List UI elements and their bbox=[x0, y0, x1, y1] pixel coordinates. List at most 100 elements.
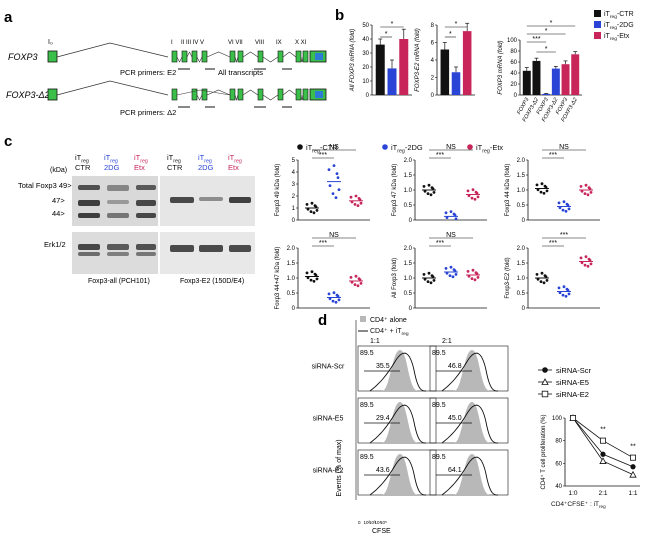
data-point bbox=[589, 191, 593, 194]
x-tick-label: 0 bbox=[358, 520, 361, 525]
blot-band bbox=[107, 252, 129, 256]
y-axis-label: Foxp3 49 kDa (fold) bbox=[275, 164, 281, 217]
histogram-cocult bbox=[441, 456, 499, 496]
y-tick-label: 4 bbox=[292, 170, 296, 176]
y-tick-label: 1.0 bbox=[287, 276, 296, 282]
data-point bbox=[562, 285, 566, 289]
data-point bbox=[473, 278, 477, 282]
data-point bbox=[584, 255, 588, 259]
histogram-alone bbox=[382, 402, 418, 443]
sig-label: ** bbox=[600, 427, 606, 434]
lane-header-condition: Etx bbox=[134, 163, 145, 172]
sig-label: *** bbox=[532, 36, 540, 43]
x-tick-label: 1:1 bbox=[628, 490, 637, 497]
exon-box bbox=[229, 88, 236, 101]
row-label: siRNA-E2 bbox=[313, 468, 344, 475]
data-point bbox=[422, 185, 426, 188]
bar bbox=[440, 49, 450, 95]
gate-value: 46.8 bbox=[448, 363, 462, 370]
utr-box bbox=[315, 91, 323, 98]
data-point bbox=[423, 277, 427, 281]
legend-marker bbox=[467, 144, 473, 150]
x-tick-label: 1:0 bbox=[568, 490, 577, 497]
y-tick-label: 60 bbox=[510, 60, 517, 66]
y-tick-label: 40 bbox=[510, 71, 517, 77]
y-tick-label: 1.0 bbox=[517, 276, 526, 282]
blot-band bbox=[229, 197, 251, 203]
histogram-alone bbox=[454, 350, 490, 391]
data-point bbox=[331, 299, 335, 303]
x-axis-label: CD4⁺CFSE⁺ : iTreg bbox=[551, 501, 606, 509]
sig-label: *** bbox=[319, 152, 327, 159]
y-tick-label: 30 bbox=[362, 51, 369, 57]
intron-line bbox=[282, 51, 297, 58]
blot-band bbox=[136, 185, 156, 190]
exon-box bbox=[302, 88, 309, 101]
sig-label: * bbox=[545, 28, 548, 35]
data-point bbox=[535, 273, 539, 276]
row-label-total-foxp3: Total Foxp3 49> bbox=[18, 181, 72, 190]
y-axis-label: All Foxp3 (fold) bbox=[392, 258, 398, 298]
data-point bbox=[350, 280, 354, 284]
data-point bbox=[566, 203, 570, 207]
exon-box bbox=[201, 88, 208, 101]
sig-label: * bbox=[550, 20, 553, 27]
exon-box bbox=[277, 50, 284, 63]
legend-marker bbox=[382, 144, 388, 150]
sig-label: NS bbox=[329, 232, 339, 239]
x-tick-label: 10² bbox=[364, 520, 371, 525]
data-point bbox=[315, 209, 319, 212]
y-tick-label: 50 bbox=[362, 23, 369, 29]
data-point bbox=[334, 196, 338, 200]
data-point bbox=[540, 182, 544, 186]
histogram-cocult bbox=[441, 352, 499, 392]
intron-line bbox=[196, 56, 203, 63]
data-point bbox=[589, 262, 593, 266]
panel-label-d: d bbox=[318, 312, 327, 329]
y-tick-label: 1.5 bbox=[517, 261, 526, 267]
y-tick-label: 1 bbox=[292, 206, 296, 212]
blot-band bbox=[78, 213, 100, 218]
exon-box bbox=[277, 88, 284, 101]
bar bbox=[551, 68, 560, 95]
blot-band bbox=[170, 197, 194, 203]
data-point bbox=[539, 280, 543, 283]
intron-line bbox=[56, 42, 169, 58]
y-tick-label: 0 bbox=[431, 93, 435, 99]
blot-band bbox=[78, 244, 100, 250]
data-point bbox=[586, 264, 590, 268]
intron-line bbox=[300, 94, 304, 101]
data-point bbox=[545, 279, 549, 282]
gene-foxp3-label: FOXP3 bbox=[8, 52, 38, 62]
blot-band bbox=[78, 200, 100, 206]
data-point bbox=[476, 195, 480, 199]
histogram-cocult bbox=[369, 404, 427, 444]
intron-line bbox=[262, 56, 279, 63]
data-point bbox=[544, 185, 548, 189]
gate-total: 89.5 bbox=[432, 402, 446, 409]
data-point bbox=[445, 216, 449, 220]
legend-marker bbox=[541, 390, 549, 398]
exon-box bbox=[257, 50, 264, 63]
panel-label-a: a bbox=[4, 9, 13, 26]
y-tick-label: 20 bbox=[362, 65, 369, 71]
bar-chart-2: 0 2 4 6 8 FOXP3-E2 mRNA (fold) ** bbox=[415, 21, 475, 99]
data-point bbox=[315, 277, 319, 281]
exon-box bbox=[295, 88, 302, 101]
y-tick-label: 0 bbox=[522, 306, 526, 312]
sig-label: * bbox=[385, 31, 388, 38]
sig-label: * bbox=[449, 31, 452, 38]
data-point bbox=[432, 279, 436, 282]
data-point bbox=[334, 300, 338, 304]
y-tick-label: 1.0 bbox=[404, 276, 413, 282]
y-tick-label: 8 bbox=[431, 23, 435, 29]
row-label: siRNA-Scr bbox=[312, 364, 345, 371]
y-tick-label: 0.5 bbox=[404, 291, 413, 297]
data-point bbox=[570, 414, 577, 421]
data-point bbox=[536, 188, 540, 192]
primer-d2-label: PCR primers: Δ2 bbox=[120, 108, 176, 117]
panel-d-line-chart: siRNA-Scr siRNA-E5 siRNA-E2 40 60 80 100 1:0 2:1… bbox=[538, 366, 640, 509]
histogram: 89.545.0 bbox=[429, 397, 509, 444]
